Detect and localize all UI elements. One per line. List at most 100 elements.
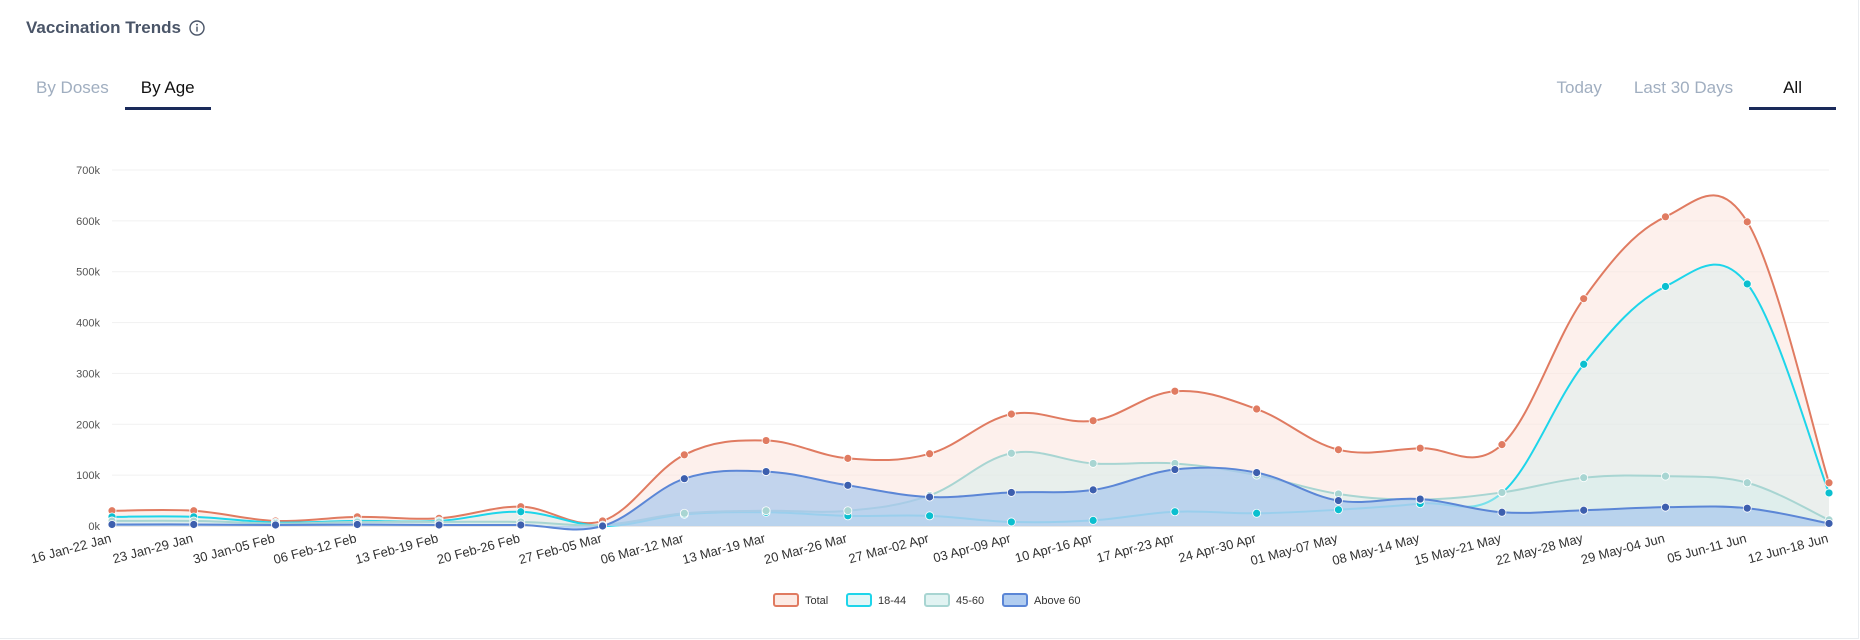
point-18-44[interactable] — [925, 511, 935, 521]
point-above-60[interactable] — [1579, 505, 1589, 515]
x-tick-label: 10 Apr-16 Apr — [1013, 530, 1094, 565]
point-45-60[interactable] — [1006, 448, 1016, 458]
x-tick-label: 16 Jan-22 Jan — [29, 530, 112, 566]
y-tick-label: 300k — [76, 368, 100, 380]
point-above-60[interactable] — [1252, 468, 1262, 478]
point-above-60[interactable] — [1334, 496, 1343, 505]
legend-swatch-45-60[interactable] — [924, 593, 950, 607]
point-18-44[interactable] — [1170, 507, 1180, 517]
point-above-60[interactable] — [189, 520, 199, 529]
area-above-60 — [112, 467, 1829, 530]
x-tick-label: 29 May-04 Jun — [1579, 530, 1666, 567]
x-tick-label: 06 Feb-12 Feb — [272, 530, 358, 567]
x-tick-label: 15 May-21 May — [1412, 530, 1503, 568]
point-18-44[interactable] — [1579, 359, 1589, 369]
series-points — [107, 212, 1834, 531]
chart-title: Vaccination Trends — [26, 18, 181, 37]
point-above-60[interactable] — [1742, 503, 1752, 513]
tab-by-doses[interactable]: By Doses — [36, 78, 109, 97]
point-total[interactable] — [925, 449, 935, 459]
point-45-60[interactable] — [1661, 471, 1670, 481]
point-45-60[interactable] — [1497, 488, 1507, 497]
point-18-44[interactable] — [516, 507, 526, 517]
x-tick-label: 06 Mar-12 Mar — [599, 530, 686, 567]
breakdown-tabs: By Doses By Age — [26, 74, 211, 110]
point-45-60[interactable] — [1579, 473, 1589, 483]
point-above-60[interactable] — [1497, 507, 1507, 517]
point-above-60[interactable] — [1170, 465, 1180, 474]
x-tick-label: 13 Mar-19 Mar — [681, 530, 768, 567]
point-above-60[interactable] — [516, 520, 526, 530]
point-total[interactable] — [1252, 404, 1262, 414]
point-45-60[interactable] — [843, 506, 853, 516]
y-tick-label: 100k — [76, 470, 100, 482]
info-icon[interactable] — [189, 20, 205, 36]
x-tick-label: 03 Apr-09 Apr — [931, 530, 1012, 565]
point-above-60[interactable] — [271, 520, 280, 530]
point-total[interactable] — [1661, 212, 1670, 222]
point-above-60[interactable] — [925, 492, 935, 502]
point-above-60[interactable] — [1006, 488, 1016, 497]
point-total[interactable] — [1088, 416, 1098, 426]
y-tick-label: 400k — [76, 318, 100, 330]
point-18-44[interactable] — [1824, 488, 1834, 498]
point-18-44[interactable] — [1252, 508, 1262, 518]
point-18-44[interactable] — [1661, 282, 1670, 291]
point-above-60[interactable] — [1088, 485, 1098, 495]
tab-all[interactable]: All — [1749, 74, 1836, 110]
legend-swatch-18-44[interactable] — [846, 593, 872, 607]
point-45-60[interactable] — [1088, 459, 1098, 468]
point-total[interactable] — [1497, 440, 1507, 450]
tab-last-30-days[interactable]: Last 30 Days — [1633, 78, 1734, 97]
x-tick-label: 01 May-07 May — [1249, 530, 1340, 568]
tab-today[interactable]: Today — [1556, 78, 1602, 97]
point-above-60[interactable] — [843, 480, 853, 490]
point-total[interactable] — [1006, 409, 1016, 419]
point-total[interactable] — [1579, 294, 1589, 304]
point-above-60[interactable] — [679, 474, 689, 484]
x-tick-label: 05 Jun-11 Jun — [1665, 530, 1748, 566]
point-above-60[interactable] — [434, 520, 444, 530]
legend-label-45-60[interactable]: 45-60 — [956, 595, 984, 607]
point-total[interactable] — [843, 453, 853, 463]
point-above-60[interactable] — [1661, 502, 1670, 512]
title-row: Vaccination Trends — [26, 18, 205, 38]
point-total[interactable] — [1824, 478, 1834, 488]
point-18-44[interactable] — [1006, 517, 1016, 527]
legend-label-18-44[interactable]: 18-44 — [878, 595, 906, 607]
legend-label-above-60[interactable]: Above 60 — [1034, 595, 1080, 607]
point-18-44[interactable] — [1088, 516, 1098, 525]
point-total[interactable] — [679, 450, 689, 460]
point-18-44[interactable] — [1334, 505, 1343, 515]
point-above-60[interactable] — [598, 521, 607, 531]
point-total[interactable] — [1334, 445, 1343, 455]
x-tick-label: 08 May-14 May — [1331, 530, 1422, 568]
legend-swatch-total[interactable] — [773, 593, 799, 607]
point-above-60[interactable] — [1415, 494, 1425, 504]
legend-swatch-above-60[interactable] — [1002, 593, 1028, 607]
point-above-60[interactable] — [107, 520, 117, 529]
point-total[interactable] — [761, 436, 771, 445]
point-total[interactable] — [1415, 443, 1425, 453]
point-18-44[interactable] — [1742, 279, 1752, 289]
point-45-60[interactable] — [679, 508, 689, 518]
tab-by-age[interactable]: By Age — [124, 74, 211, 110]
point-total[interactable] — [1742, 217, 1752, 227]
range-tabs: Today Last 30 Days All — [1540, 74, 1836, 110]
x-tick-label: 24 Apr-30 Apr — [1177, 530, 1258, 565]
y-tick-label: 200k — [76, 419, 100, 431]
legend-label-total[interactable]: Total — [805, 595, 828, 607]
point-above-60[interactable] — [761, 467, 771, 476]
point-total[interactable] — [1170, 386, 1180, 396]
x-tick-label: 20 Mar-26 Mar — [762, 530, 849, 567]
x-tick-label: 27 Feb-05 Mar — [517, 530, 604, 567]
x-tick-label: 30 Jan-05 Feb — [191, 530, 276, 566]
point-above-60[interactable] — [352, 520, 362, 529]
legend: Total 18-44 45-60 Above 60 — [773, 593, 1080, 607]
point-45-60[interactable] — [1742, 478, 1752, 488]
line-above-60 — [111, 466, 1830, 531]
point-above-60[interactable] — [1824, 519, 1834, 528]
point-45-60[interactable] — [761, 506, 771, 516]
